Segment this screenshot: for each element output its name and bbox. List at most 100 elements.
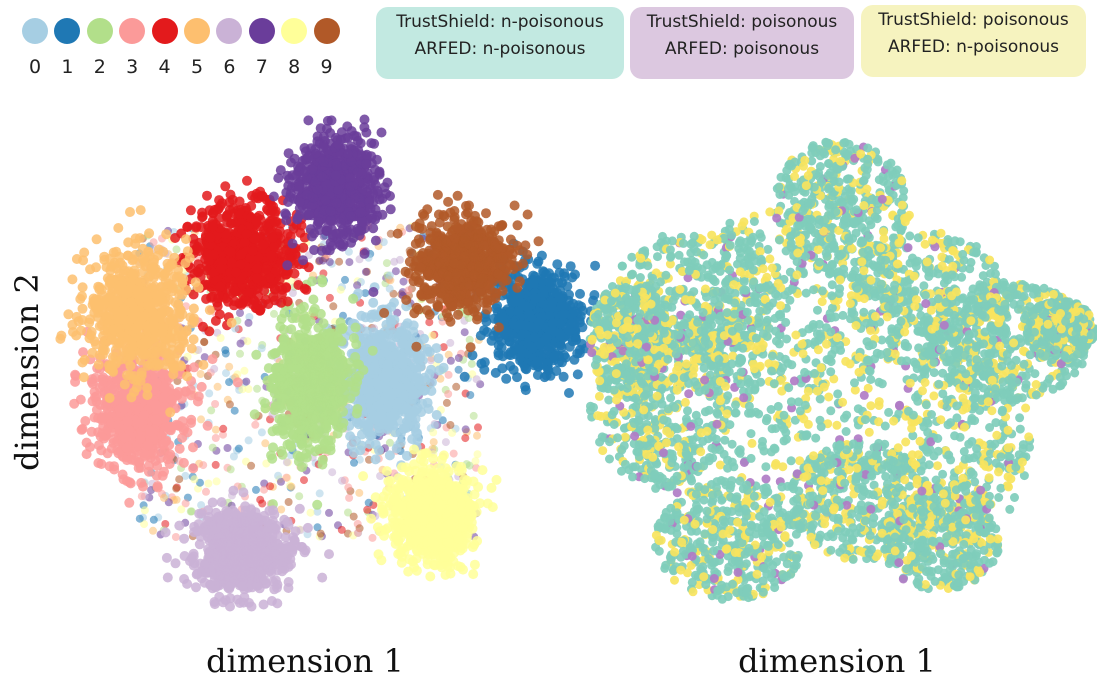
scatter-point-class-4 <box>269 208 280 219</box>
scatter-point-class-5 <box>96 284 107 295</box>
scatter-point-class-1 <box>505 347 516 358</box>
scatter-point-class-3 <box>85 442 95 453</box>
scatter-point-class-4 <box>161 520 170 528</box>
status-badge-3: TrustShield: poisonous ARFED: n-poisonous <box>861 5 1086 77</box>
scatter-point-class-2 <box>276 345 287 356</box>
scatter-point-class-3 <box>199 461 208 470</box>
legend-swatch-2 <box>86 18 113 44</box>
scatter-point-class-6 <box>446 338 455 347</box>
scatter-point-class-0 <box>417 398 428 409</box>
scatter-point-class-3 <box>207 354 218 365</box>
scatter-point-class-2 <box>290 355 301 365</box>
scatter-point-class-2 <box>335 385 345 395</box>
scatter-point-class-1 <box>509 296 520 307</box>
scatter-point-class-3 <box>444 390 453 398</box>
scatter-point-class-2 <box>302 320 313 331</box>
scatter-point-class-4 <box>203 256 214 266</box>
scatter-point-class-9 <box>446 421 455 429</box>
scatter-point-class-3 <box>353 528 362 537</box>
scatter-point-class-2 <box>337 422 348 433</box>
legend-swatch-5 <box>184 18 210 44</box>
scatter-point-class-3 <box>149 238 158 247</box>
scatter-point-class-0 <box>395 437 406 448</box>
scatter-point-class-0 <box>388 420 399 431</box>
scatter-point-class-0 <box>348 447 359 458</box>
scatter-point-class-4 <box>242 175 252 186</box>
scatter-point-class-2 <box>249 409 260 420</box>
scatter-point-class-4 <box>461 434 470 443</box>
scatter-point-class-5 <box>93 359 104 370</box>
scatter-point-class-6 <box>328 468 337 477</box>
scatter-point-class-7 <box>236 339 245 348</box>
scatter-point-class-3 <box>121 442 132 453</box>
scatter-point-class-4 <box>210 315 221 326</box>
scatter-point-class-6 <box>472 375 481 384</box>
scatter-point-class-8 <box>336 285 345 294</box>
scatter-point-class-1 <box>546 302 557 313</box>
scatter-point-class-5 <box>78 372 89 383</box>
scatter-point-class-3 <box>105 427 116 438</box>
scatter-point-class-1 <box>530 293 541 304</box>
scatter-point-class-0 <box>410 362 421 373</box>
scatter-point-class-0 <box>369 361 380 372</box>
scatter-point-class-3 <box>171 419 182 430</box>
scatter-point-class-1 <box>501 373 512 384</box>
scatter-point-class-2 <box>306 362 317 373</box>
scatter-point-class-2 <box>337 395 348 406</box>
legend-label-0: 0 <box>28 56 42 78</box>
scatter-point-class-3 <box>188 463 199 474</box>
scatter-point-class-2 <box>260 398 270 409</box>
scatter-point-class-3 <box>143 466 154 477</box>
status-badge-line1: TrustShield: n-poisonous <box>396 12 604 32</box>
scatter-point-class-5 <box>75 294 86 304</box>
scatter-point-class-1 <box>557 277 567 288</box>
scatter-point-class-3 <box>173 387 184 397</box>
scatter-point-class-0 <box>315 489 324 498</box>
scatter-point-class-4 <box>258 499 267 508</box>
scatter-point-class-3 <box>219 430 227 439</box>
scatter-point-class-0 <box>415 353 426 364</box>
scatter-point-class-5 <box>213 382 222 391</box>
scatter-point-class-0 <box>370 333 381 344</box>
scatter-point-class-2 <box>315 425 326 436</box>
scatter-point-class-8 <box>140 506 149 515</box>
scatter-point-class-5 <box>174 271 185 282</box>
scatter-point-class-3 <box>93 458 104 468</box>
scatter-point-class-4 <box>247 190 258 201</box>
scatter-point-class-9 <box>200 337 209 346</box>
scatter-point-class-3 <box>159 383 170 394</box>
scatter-point-class-0 <box>368 297 379 308</box>
scatter-point-class-5 <box>211 425 220 434</box>
scatter-point-class-1 <box>221 346 230 355</box>
scatter-point-class-3 <box>178 457 189 468</box>
scatter-point-class-6 <box>390 257 399 266</box>
scatter-point-class-0 <box>379 340 390 351</box>
scatter-point-class-4 <box>269 241 280 252</box>
scatter-point-class-8 <box>244 385 253 393</box>
scatter-point-class-4 <box>266 250 276 261</box>
scatter-point-class-3 <box>150 399 161 410</box>
status-badge-2: TrustShield: poisonous ARFED: poisonous <box>630 7 854 79</box>
scatter-point-class-0 <box>245 313 254 321</box>
scatter-point-class-2 <box>338 406 348 417</box>
scatter-point-class-2 <box>316 274 327 285</box>
scatter-point-class-9 <box>329 302 338 311</box>
scatter-point-class-0 <box>274 471 283 480</box>
scatter-point-class-2 <box>279 336 290 347</box>
scatter-point-class-8 <box>429 428 438 437</box>
scatter-point-class-4 <box>215 263 226 274</box>
scatter-point-class-2 <box>325 382 336 393</box>
scatter-point-class-5 <box>429 438 438 447</box>
scatter-point-class-1 <box>521 301 532 312</box>
scatter-point-class-5 <box>197 415 205 424</box>
scatter-point-class-4 <box>236 249 247 260</box>
scatter-point-class-3 <box>133 463 144 473</box>
scatter-point-class-1 <box>575 288 585 299</box>
legend-swatch-4 <box>151 18 178 44</box>
scatter-point-class-5 <box>196 370 205 378</box>
scatter-point-class-3 <box>164 440 175 450</box>
scatter-point-class-8 <box>190 475 199 484</box>
scatter-point-class-3 <box>202 420 213 431</box>
scatter-point-class-2 <box>350 373 361 384</box>
scatter-point-class-4 <box>269 217 280 227</box>
